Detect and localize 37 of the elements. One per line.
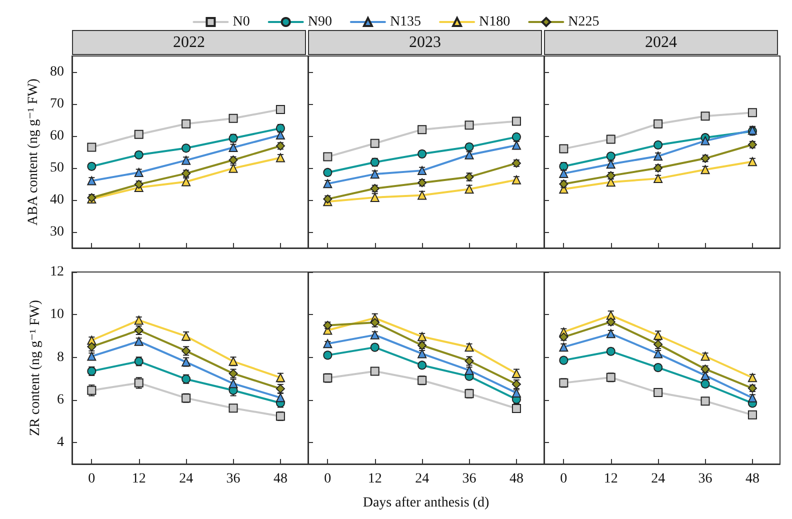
y-tick-label: 10 xyxy=(50,307,64,322)
x-tick-label: 48 xyxy=(273,472,288,486)
y-tick-label: 8 xyxy=(57,350,64,365)
x-tick-label: 36 xyxy=(698,472,712,486)
y-tick-label: 40 xyxy=(50,192,64,208)
y-axis-title: ZR content (ng g⁻¹ FW) xyxy=(28,300,43,436)
x-tick-label: 48 xyxy=(745,472,760,486)
x-tick-label: 36 xyxy=(226,472,240,486)
legend-label: N135 xyxy=(390,14,422,30)
y-tick-label: 80 xyxy=(50,64,64,80)
y-tick-label: 6 xyxy=(57,392,64,408)
x-tick-label: 12 xyxy=(604,472,618,486)
y-tick-label: 70 xyxy=(50,96,64,112)
legend-label: N180 xyxy=(479,14,510,30)
legend-label: N90 xyxy=(308,14,332,30)
chart-title: 2022 xyxy=(173,34,205,51)
chart-title: 2023 xyxy=(409,34,441,51)
legend-label: N0 xyxy=(232,14,250,30)
x-tick-label: 24 xyxy=(179,472,194,486)
x-tick-label: 0 xyxy=(324,472,332,486)
y-tick-label: 60 xyxy=(50,128,64,144)
x-tick-label: 12 xyxy=(132,472,146,486)
x-tick-label: 0 xyxy=(560,472,568,486)
y-tick-label: 12 xyxy=(50,264,64,280)
x-tick-label: 0 xyxy=(88,472,96,486)
y-tick-label: 30 xyxy=(50,224,64,240)
x-tick-label: 36 xyxy=(462,472,476,486)
y-tick-label: 4 xyxy=(57,435,64,450)
y-tick-label: 50 xyxy=(50,160,64,176)
x-tick-label: 24 xyxy=(415,472,430,486)
x-tick-label: 12 xyxy=(368,472,382,486)
x-axis-title: Days after anthesis (d) xyxy=(362,496,490,510)
legend-label: N225 xyxy=(568,14,600,30)
x-tick-label: 48 xyxy=(509,472,524,486)
y-axis-title: ABA content (ng g⁻¹ FW) xyxy=(26,78,41,226)
chart-title: 2024 xyxy=(645,34,677,51)
x-tick-label: 24 xyxy=(651,472,666,486)
